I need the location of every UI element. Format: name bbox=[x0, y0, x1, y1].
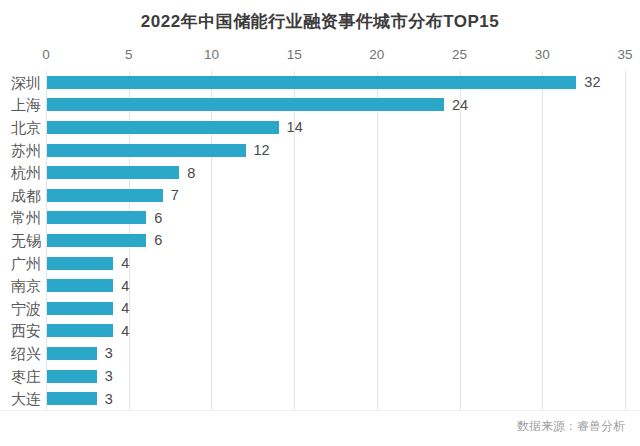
value-label: 7 bbox=[171, 188, 179, 203]
value-label: 4 bbox=[121, 324, 129, 339]
category-label: 常州 bbox=[0, 210, 41, 225]
value-label: 12 bbox=[254, 143, 270, 158]
category-label: 西安 bbox=[0, 323, 41, 338]
category-label: 北京 bbox=[0, 120, 41, 135]
bar-row: 杭州 8 bbox=[0, 161, 640, 184]
bar bbox=[47, 166, 179, 179]
x-axis-tick-label: 15 bbox=[287, 47, 302, 62]
bar bbox=[47, 347, 97, 360]
data-source-note: 数据来源：睿兽分析 bbox=[517, 418, 625, 435]
bar-row: 大连 3 bbox=[0, 387, 640, 410]
bar bbox=[47, 234, 146, 247]
bar-row: 成都 7 bbox=[0, 184, 640, 207]
bar-row: 西安 4 bbox=[0, 320, 640, 343]
category-label: 成都 bbox=[0, 188, 41, 203]
x-axis-tick-label: 20 bbox=[369, 47, 384, 62]
bar bbox=[47, 392, 97, 405]
value-label: 14 bbox=[287, 120, 303, 135]
plot-area: 深圳 32 上海 24 北京 14 苏州 12 杭州 8 成都 7 常州 6 无锡 6 广州 4 南京 4 宁波 4 西安 4… bbox=[0, 71, 640, 411]
bar-row: 上海 24 bbox=[0, 94, 640, 117]
bar-row: 绍兴 3 bbox=[0, 342, 640, 365]
category-label: 广州 bbox=[0, 256, 41, 271]
bar bbox=[47, 370, 97, 383]
category-label: 无锡 bbox=[0, 233, 41, 248]
bar-row: 宁波 4 bbox=[0, 297, 640, 320]
bar bbox=[47, 189, 163, 202]
bar bbox=[47, 257, 113, 270]
bar bbox=[47, 279, 113, 292]
x-axis-tick-label: 10 bbox=[204, 47, 219, 62]
category-label: 宁波 bbox=[0, 301, 41, 316]
value-label: 3 bbox=[105, 346, 113, 361]
category-label: 枣庄 bbox=[0, 369, 41, 384]
category-label: 上海 bbox=[0, 97, 41, 112]
value-label: 3 bbox=[105, 392, 113, 407]
bar bbox=[47, 98, 444, 111]
value-label: 4 bbox=[121, 301, 129, 316]
bar-row: 深圳 32 bbox=[0, 71, 640, 94]
value-label: 24 bbox=[452, 98, 468, 113]
bar-row: 南京 4 bbox=[0, 274, 640, 297]
x-axis-tick-label: 35 bbox=[617, 47, 632, 62]
x-axis-tick-label: 0 bbox=[42, 47, 50, 62]
category-label: 苏州 bbox=[0, 143, 41, 158]
value-label: 6 bbox=[154, 233, 162, 248]
bar-row: 北京 14 bbox=[0, 116, 640, 139]
bar-row: 广州 4 bbox=[0, 252, 640, 275]
x-axis-top: 0 5 10 15 20 25 30 35 bbox=[0, 0, 640, 70]
bar bbox=[47, 121, 279, 134]
chart-page: 2022年中国储能行业融资事件城市分布TOP15 05101520253035 … bbox=[0, 0, 640, 446]
bar-row: 苏州 12 bbox=[0, 139, 640, 162]
bar-row: 枣庄 3 bbox=[0, 365, 640, 388]
bar-row: 常州 6 bbox=[0, 207, 640, 230]
category-label: 南京 bbox=[0, 278, 41, 293]
x-axis-tick-label: 5 bbox=[125, 47, 133, 62]
bar bbox=[47, 324, 113, 337]
bar bbox=[47, 144, 246, 157]
value-label: 32 bbox=[584, 75, 600, 90]
value-label: 6 bbox=[154, 211, 162, 226]
value-label: 4 bbox=[121, 279, 129, 294]
bar-row: 无锡 6 bbox=[0, 229, 640, 252]
category-label: 杭州 bbox=[0, 165, 41, 180]
bar bbox=[47, 211, 146, 224]
x-axis-tick-label: 25 bbox=[452, 47, 467, 62]
value-label: 3 bbox=[105, 369, 113, 384]
bar bbox=[47, 302, 113, 315]
x-axis-tick-label: 30 bbox=[535, 47, 550, 62]
category-label: 绍兴 bbox=[0, 346, 41, 361]
category-label: 大连 bbox=[0, 391, 41, 406]
bar bbox=[47, 76, 576, 89]
value-label: 8 bbox=[187, 166, 195, 181]
value-label: 4 bbox=[121, 256, 129, 271]
category-label: 深圳 bbox=[0, 75, 41, 90]
